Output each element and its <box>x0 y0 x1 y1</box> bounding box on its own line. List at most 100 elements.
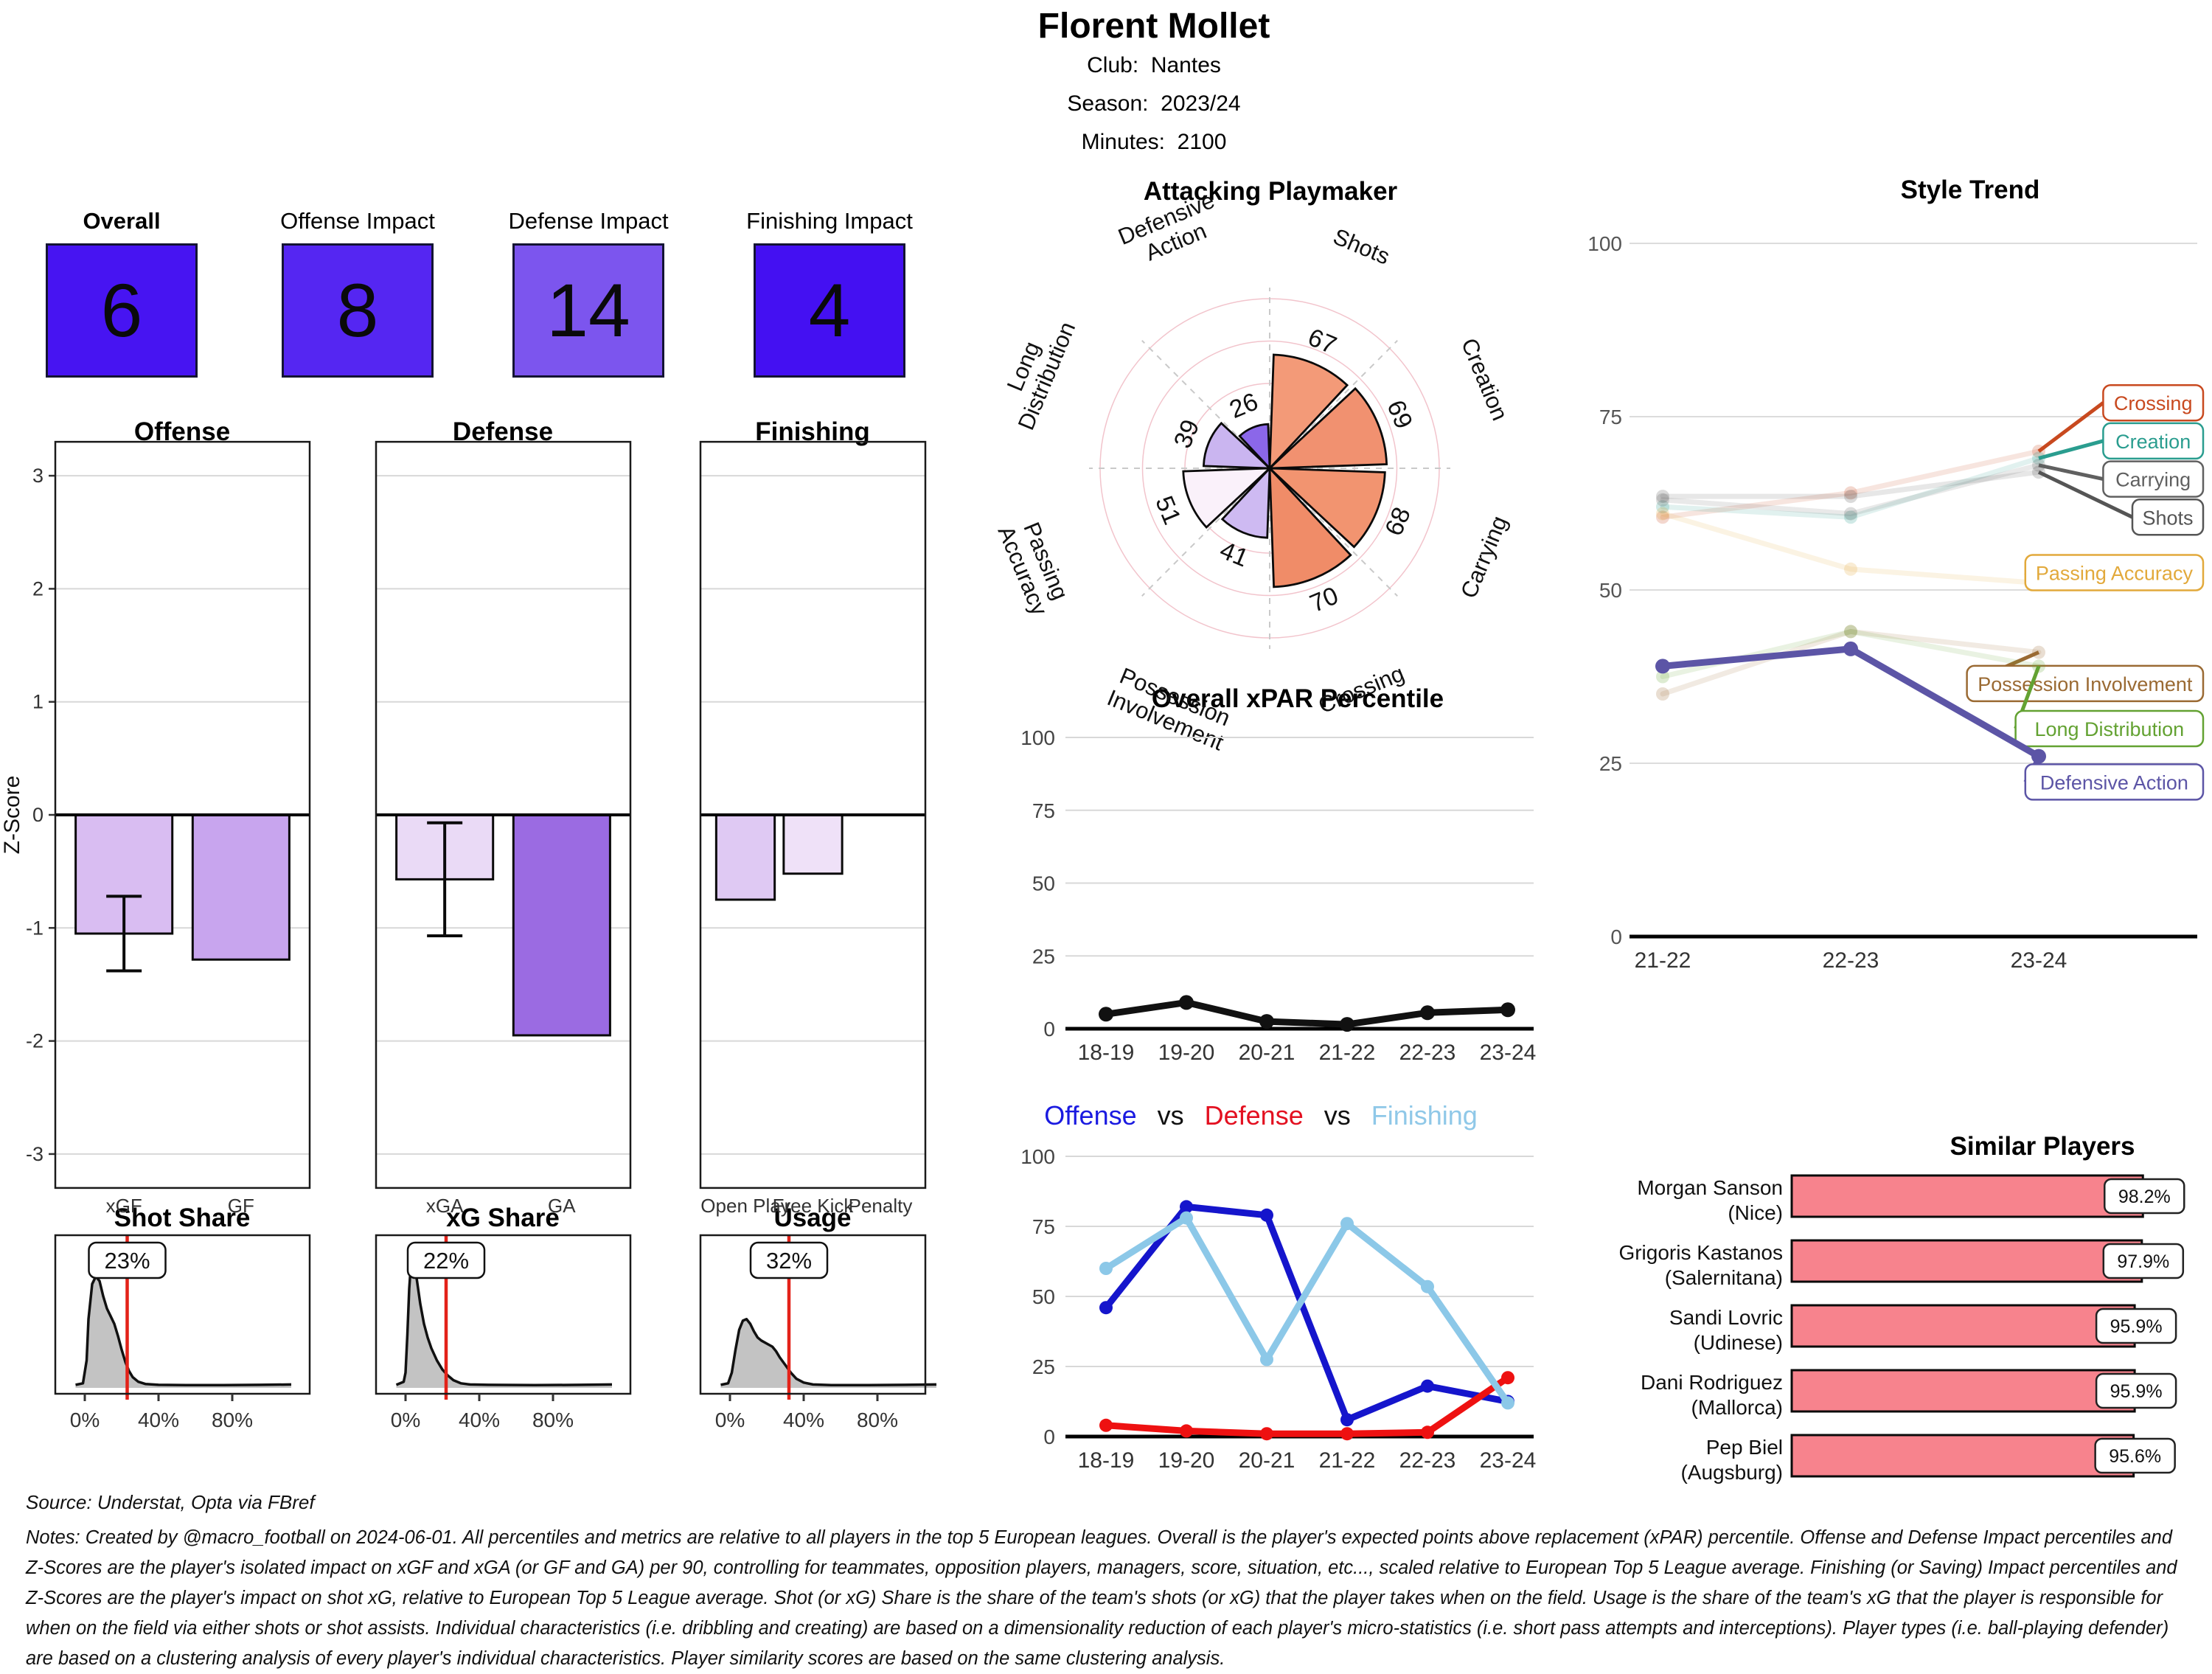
share-density-charts: 23% 0% 40% 80% 22% 0% 40% 80% 32% 0% 40% 80% <box>54 1234 937 1431</box>
card-title-defense: Defense Impact <box>508 208 669 234</box>
series-point-Overall <box>1500 1002 1515 1018</box>
similar-players-group: Morgan Sanson(Nice) 98.2% Grigoris Kastano… <box>1618 1174 2185 1484</box>
x-tick-label: 23-24 <box>2011 948 2067 973</box>
trend-point <box>1844 625 1857 639</box>
series-label-box <box>2024 554 2205 591</box>
density-panel-xg_share: 22% 0% 40% 80% <box>375 1234 632 1431</box>
player-label: Grigoris Kastanos <box>1618 1241 1783 1264</box>
series-label: Shots <box>2142 507 2193 529</box>
label-connector <box>2038 463 2104 482</box>
trend-point <box>1844 562 1857 576</box>
style-trend-chart: 0 25 50 75 100 21-22 22-23 23-24 Crossing Creatio… <box>1587 232 2205 973</box>
radar-title: Attacking Playmaker <box>1143 177 1398 206</box>
x-tick-label: 0% <box>391 1409 420 1431</box>
x-tick-label: 80% <box>857 1409 898 1431</box>
density-fill <box>720 1319 936 1388</box>
player-label: Sandi Lovric <box>1669 1306 1783 1329</box>
page-title: Florent Mollet <box>1037 7 1270 46</box>
off-def-fin-chart: 0 25 50 75 100 18-19 19-20 20-21 21-22 22-23 23-24 <box>1020 1145 1536 1473</box>
panel-border <box>54 1234 311 1395</box>
trend-point <box>1844 510 1857 524</box>
x-tick-label: 80% <box>212 1409 253 1431</box>
marker-label: 23% <box>104 1248 150 1274</box>
density-line <box>720 1318 937 1387</box>
series-label-box <box>2131 499 2205 536</box>
trend-line-Shots <box>1660 469 2042 499</box>
value-box <box>2095 1372 2177 1409</box>
x-tick-label: 23-24 <box>1480 1041 1537 1065</box>
svg-odf-group: 0 25 50 75 100 18-19 19-20 20-21 21-22 22-23 23-24 <box>1020 1145 1536 1473</box>
y-tick-label: 50 <box>1032 1285 1055 1308</box>
x-tick-label: 18-19 <box>1078 1041 1135 1065</box>
y-tick-label: 3 <box>32 465 44 487</box>
trend-point <box>1656 687 1669 701</box>
style-trend-title: Style Trend <box>1900 176 2040 204</box>
trend-point <box>1843 641 1858 656</box>
sector-carrying <box>1267 467 1386 549</box>
x-tick-label: 0% <box>715 1409 745 1431</box>
density-fill <box>396 1254 612 1388</box>
series-point-Defense <box>1340 1427 1354 1441</box>
series-label-box <box>2102 383 2205 422</box>
y-tick-label: -2 <box>26 1030 44 1052</box>
trend-point <box>1844 507 1857 521</box>
odf-title-word-4: Finishing <box>1371 1100 1478 1131</box>
y-tick-label: 100 <box>1020 1145 1055 1168</box>
similarity-bar <box>1790 1434 2135 1478</box>
y-tick-label: 75 <box>1032 1215 1055 1238</box>
bar-GF <box>191 813 291 961</box>
footer-notes: Source: Understat, Opta via FBref Notes:… <box>26 1491 2190 1674</box>
label-connector <box>2037 401 2104 453</box>
axis-title: LongDistribution <box>990 308 1080 434</box>
x-tick-label: GF <box>228 1195 254 1217</box>
trend-point <box>1656 500 1669 514</box>
trend-line-Passing Accuracy <box>1660 511 2042 586</box>
x-tick-label: xGA <box>426 1195 464 1217</box>
series-line-Overall <box>1102 999 1512 1028</box>
bar-Open Play <box>714 813 776 901</box>
sector-shots <box>1268 353 1349 471</box>
axis-title: Crossing <box>1315 660 1408 718</box>
trend-point <box>1656 670 1669 684</box>
similarity-bar <box>1790 1174 2144 1218</box>
series-label: Passing Accuracy <box>2036 563 2194 585</box>
y-tick-label: 0 <box>1043 1425 1055 1448</box>
shot-share-title: Shot Share <box>114 1204 251 1232</box>
player-label: (Augsburg) <box>1680 1461 1783 1484</box>
value-box <box>2095 1307 2177 1344</box>
card-title-overall: Overall <box>83 208 161 234</box>
panel-border <box>375 1234 632 1395</box>
y-tick-label: 1 <box>32 691 44 713</box>
sector-value: 70 <box>1306 582 1342 619</box>
series-point-Finishing <box>1260 1352 1273 1366</box>
series-point-Defense <box>1260 1427 1273 1441</box>
y-tick-label: 50 <box>1599 579 1622 602</box>
series-point-Overall <box>1259 1014 1274 1029</box>
value-box <box>2102 1243 2185 1279</box>
axis-title: Shots <box>1329 223 1394 270</box>
player-label: (Nice) <box>1728 1201 1783 1224</box>
trend-point <box>1656 490 1669 504</box>
y-tick-label: 50 <box>1032 872 1055 895</box>
impact-card-finishing: 4 <box>754 243 905 378</box>
axis-title: Creation <box>1456 334 1513 424</box>
density-line <box>395 1254 613 1387</box>
series-label: Possession Involvement <box>1978 673 2193 695</box>
xpar-percentile-chart: 0 25 50 75 100 18-19 19-20 20-21 21-22 22-23 23-24 <box>1020 726 1537 1065</box>
axis-title: PassingAccuracy <box>993 513 1077 619</box>
marker-label-box <box>88 1241 167 1279</box>
marker-label: 22% <box>423 1248 469 1274</box>
sector-value: 68 <box>1380 503 1416 539</box>
series-point-Overall <box>1420 1005 1435 1021</box>
trend-line-Crossing <box>1660 448 2042 520</box>
y-tick-label: 0 <box>1043 1018 1055 1041</box>
impact-card-offense: 8 <box>282 243 434 378</box>
card-title-offense: Offense Impact <box>280 208 435 234</box>
sector-defensive-action <box>1238 423 1271 471</box>
zscore-panel-offense: 3 2 1 0 -1 -2 -3 xGF GF <box>26 440 311 1217</box>
trend-point <box>2032 451 2045 465</box>
trend-line-Carrying <box>1660 462 2042 517</box>
series-point-Defense <box>1501 1371 1514 1385</box>
trend-point <box>1655 659 1670 674</box>
series-point-Defense <box>1180 1424 1193 1438</box>
